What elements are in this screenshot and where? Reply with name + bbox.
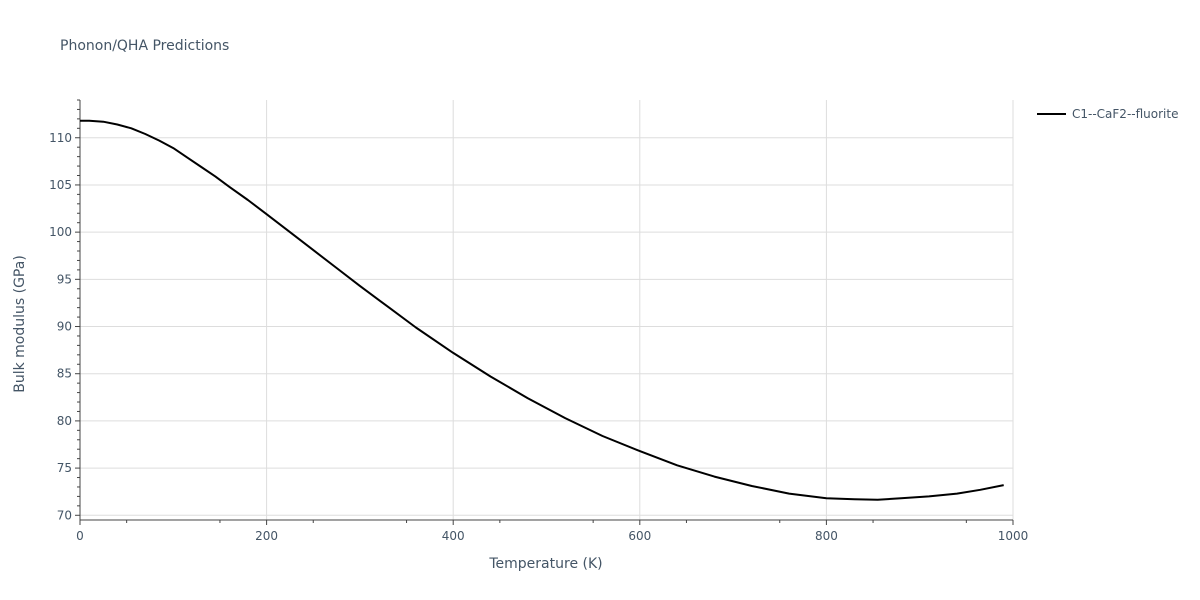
y-tick-label: 105 xyxy=(49,178,72,192)
series-line xyxy=(80,119,1004,501)
y-axis-label: Bulk modulus (GPa) xyxy=(12,255,28,393)
y-tick-label: 85 xyxy=(57,367,72,381)
x-axis-label: Temperature (K) xyxy=(488,556,602,572)
y-tick-label: 100 xyxy=(49,225,72,239)
x-tick-label: 200 xyxy=(255,529,278,543)
x-tick-label: 0 xyxy=(76,529,84,543)
x-tick-label: 600 xyxy=(628,529,651,543)
y-tick-label: 70 xyxy=(57,508,72,522)
x-tick-label: 400 xyxy=(442,529,465,543)
axis-layer: 0 200 400 600 800 1000 70 75 80 85 90 95 100 105 110 xyxy=(49,99,1029,543)
y-tick-label: 95 xyxy=(57,272,72,286)
legend-label: C1--CaF2--fluorite xyxy=(1072,107,1178,121)
x-tick-label: 1000 xyxy=(998,529,1029,543)
legend: C1--CaF2--fluorite xyxy=(1037,107,1178,121)
chart-title: Phonon/QHA Predictions xyxy=(60,38,229,54)
series-layer xyxy=(80,119,1004,501)
x-tick-label: 800 xyxy=(815,529,838,543)
y-tick-label: 80 xyxy=(57,414,72,428)
y-tick-label: 110 xyxy=(49,131,72,145)
y-tick-label: 75 xyxy=(57,461,72,475)
y-tick-label: 90 xyxy=(57,320,72,334)
grid-layer xyxy=(80,100,1014,520)
